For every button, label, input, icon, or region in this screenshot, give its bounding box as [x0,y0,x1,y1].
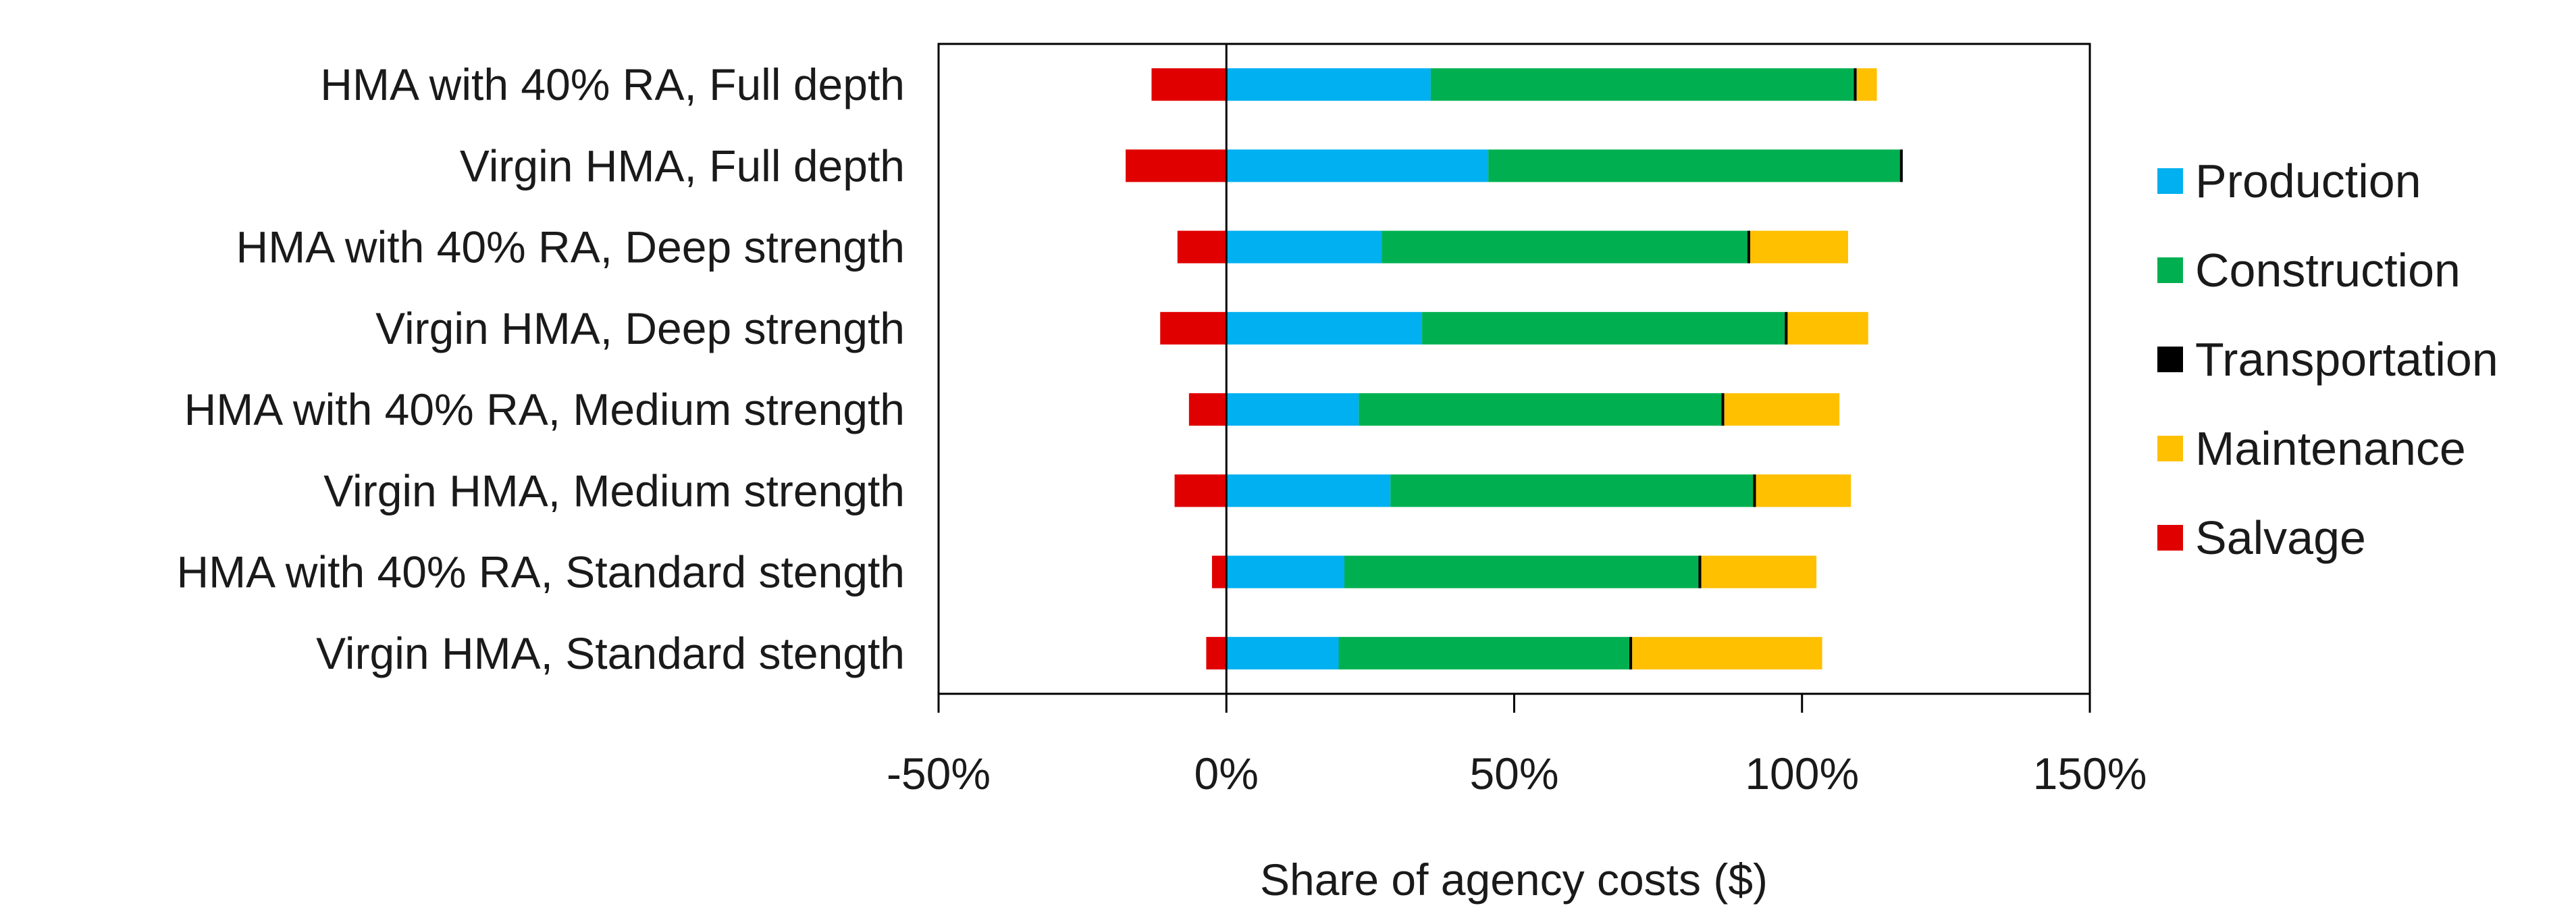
bar-segment-maintenance-7 [1632,636,1822,669]
category-labels: HMA with 40% RA, Full depth Virgin HMA, F… [176,59,905,678]
x-axis: -50% 0% 50% 100% 150% [887,694,2147,799]
x-tick-label-2: 50% [1469,749,1558,799]
x-tick-label-4: 150% [2033,749,2147,799]
legend-label-transportation: Transportation [2195,333,2498,386]
bar-segment-salvage-0 [1151,68,1227,101]
bar-segment-production-3 [1226,311,1423,345]
bar-segment-salvage-2 [1177,230,1227,263]
bar-segment-transportation-7 [1629,636,1633,669]
bar-segment-production-7 [1226,636,1339,669]
bar-segment-construction-3 [1422,311,1785,345]
bar-segment-construction-6 [1344,555,1699,588]
legend-swatch-transportation [2157,347,2183,372]
bar-segment-construction-4 [1359,393,1722,426]
bar-segment-maintenance-0 [1856,68,1877,101]
x-tick-label-1: 0% [1194,749,1259,799]
bar-segment-transportation-4 [1721,393,1725,426]
bar-segment-maintenance-5 [1756,474,1851,507]
bar-segment-construction-0 [1430,68,1854,101]
legend-label-construction: Construction [2195,244,2461,297]
bar-segment-maintenance-3 [1787,311,1868,345]
x-tick-label-3: 100% [1745,749,1859,799]
bar-segment-production-6 [1226,555,1345,588]
bar-segment-salvage-3 [1160,311,1227,345]
category-label-7: Virgin HMA, Standard stength [316,628,905,678]
legend-swatch-salvage [2157,525,2183,551]
category-label-0: HMA with 40% RA, Full depth [320,59,905,109]
bar-segment-maintenance-4 [1724,393,1840,426]
bar-segment-production-2 [1226,230,1382,263]
category-label-5: Virgin HMA, Medium strength [323,465,905,515]
legend-swatch-maintenance [2157,436,2183,461]
bar-segment-transportation-3 [1785,311,1788,345]
bar-segment-construction-7 [1338,636,1629,669]
category-label-6: HMA with 40% RA, Standard stength [176,547,905,597]
legend: Production Construction Transportation Main… [2157,155,2498,564]
x-axis-title: Share of agency costs ($) [1260,855,1768,905]
bar-segment-transportation-0 [1854,68,1857,101]
plot-area [937,43,2091,695]
bar-segment-construction-5 [1390,474,1754,507]
category-label-2: HMA with 40% RA, Deep strength [236,222,905,272]
legend-swatch-construction [2157,257,2183,283]
bar-segment-maintenance-2 [1750,230,1848,263]
bar-segment-transportation-6 [1698,555,1702,588]
bar-segment-salvage-5 [1174,474,1227,507]
bar-segment-salvage-7 [1206,636,1227,669]
legend-label-maintenance: Maintenance [2195,422,2466,475]
bar-segment-production-4 [1226,393,1359,426]
category-label-3: Virgin HMA, Deep strength [375,303,905,353]
bar-segment-maintenance-6 [1701,555,1817,588]
x-tick-label-0: -50% [887,749,991,799]
bars-group [1126,68,1903,669]
bar-segment-salvage-1 [1126,149,1227,182]
bar-segment-production-5 [1226,474,1391,507]
bar-segment-production-1 [1226,149,1489,182]
bar-segment-transportation-5 [1753,474,1756,507]
bar-segment-production-0 [1226,68,1431,101]
bar-segment-salvage-6 [1211,555,1227,588]
bar-segment-construction-1 [1488,149,1900,182]
bar-segment-transportation-1 [1899,149,1903,182]
bar-segment-construction-2 [1382,230,1747,263]
category-label-4: HMA with 40% RA, Medium strength [184,384,905,434]
bar-segment-transportation-2 [1747,230,1751,263]
bar-segment-salvage-4 [1188,393,1227,426]
legend-swatch-production [2157,168,2183,194]
category-label-1: Virgin HMA, Full depth [460,141,905,191]
legend-label-salvage: Salvage [2195,511,2366,564]
legend-label-production: Production [2195,155,2421,207]
